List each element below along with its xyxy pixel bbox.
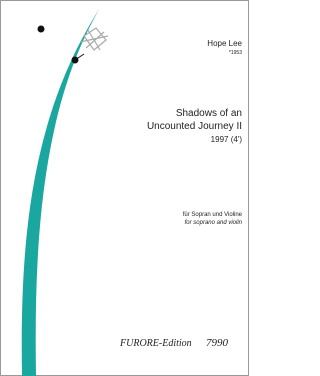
composer-name: Hope Lee [207, 39, 242, 48]
scoring-german: für Sopran und Violine [183, 212, 243, 218]
scoring-english: for soprano and violin [185, 220, 243, 226]
dot [38, 26, 45, 33]
publisher-name: FURORE-Edition [119, 338, 192, 349]
page: Hope Lee *1953 Shadows of an Uncounted J… [0, 0, 249, 376]
work-title: Shadows of an [176, 108, 242, 119]
work-date: 1997 (4') [211, 135, 243, 144]
cover: Hope Lee *1953 Shadows of an Uncounted J… [0, 0, 249, 376]
composer-born: *1953 [229, 50, 242, 56]
work-title: Uncounted Journey II [147, 121, 242, 132]
edition-number: 7990 [206, 337, 229, 349]
